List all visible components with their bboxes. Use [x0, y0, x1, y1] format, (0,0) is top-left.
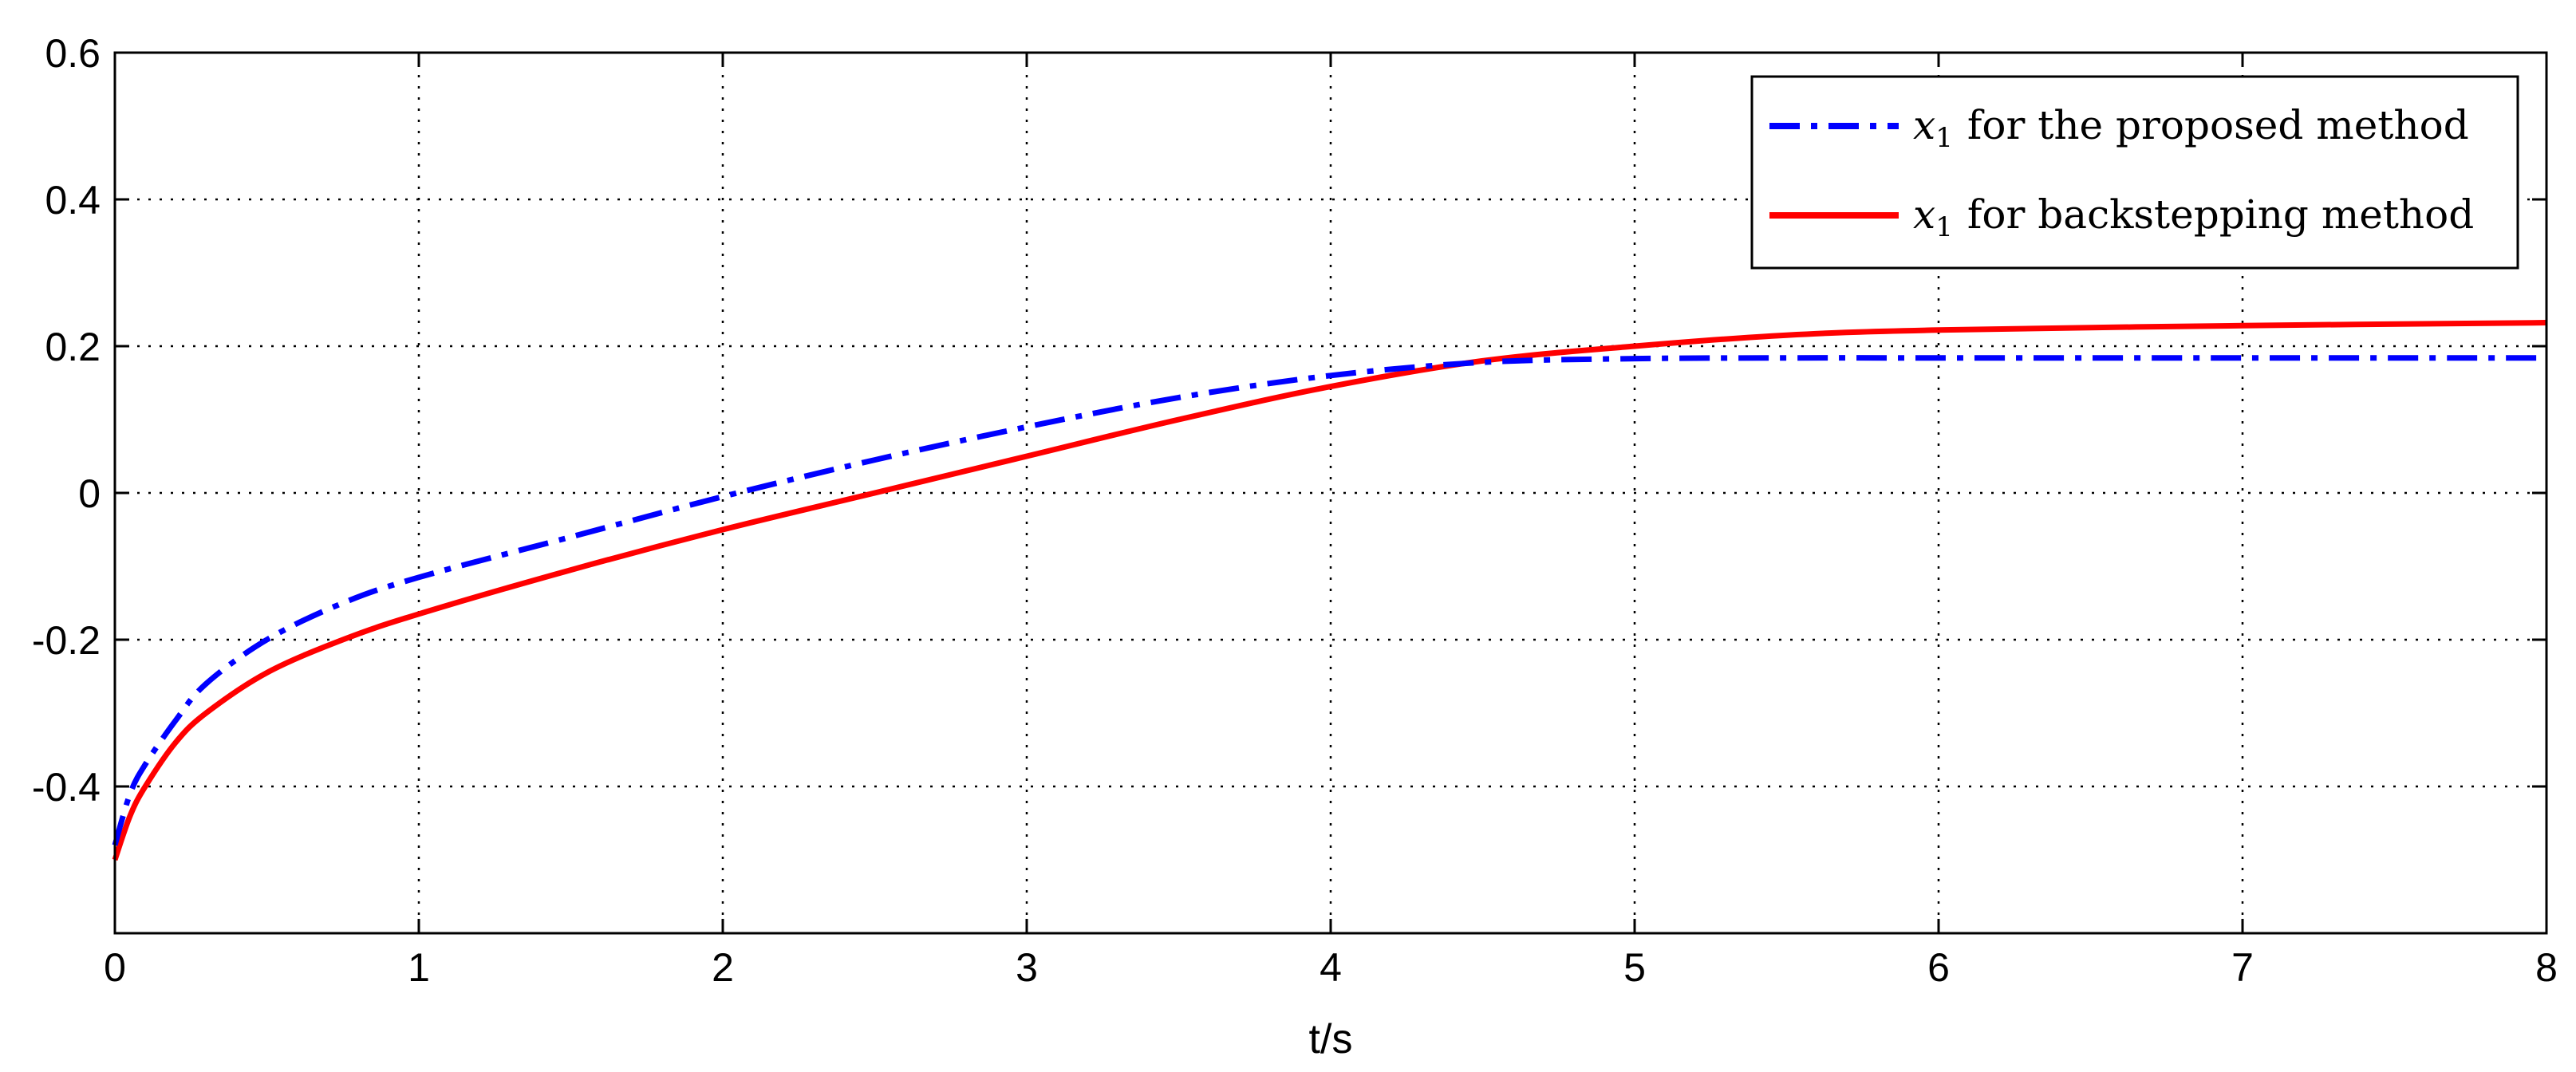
legend-var-backstepping: x: [1913, 191, 1935, 238]
y-tick-label: 0.6: [45, 31, 101, 76]
legend-rest-proposed: for the proposed method: [1967, 102, 2469, 148]
series-line-backstepping: [112, 320, 2547, 861]
legend-sub-proposed: 1: [1935, 122, 1953, 154]
x-tick-label: 5: [1623, 945, 1646, 990]
y-tick-label: -0.4: [32, 765, 101, 810]
legend-label-backstepping: x1 for backstepping method: [1913, 191, 2474, 243]
y-tick-label: -0.2: [32, 618, 101, 663]
legend-label-proposed: x1 for the proposed method: [1913, 102, 2469, 154]
x-tick-label: 4: [1320, 945, 1342, 990]
x-axis-label: t/s: [1309, 1016, 1353, 1062]
x-tick-label: 2: [712, 945, 734, 990]
series-layer: [112, 320, 2547, 861]
legend: x1 for the proposed method x1 for backstep…: [1750, 75, 2519, 270]
legend-rest-backstepping: for backstepping method: [1967, 191, 2474, 238]
x-tick-label: 7: [2231, 945, 2254, 990]
x-tick-label: 3: [1016, 945, 1038, 990]
y-tick-label: 0: [78, 471, 101, 516]
series-line-proposed: [112, 355, 2546, 846]
x-tick-label: 8: [2535, 945, 2558, 990]
y-tick-label: 0.4: [45, 178, 101, 223]
x-tick-label: 0: [104, 945, 126, 990]
x-tick-label: 1: [408, 945, 430, 990]
tick-layer: 0 1 2 3 4 5 6 7 8 0.6 0.4 0.2 0 -0.2 -0.4: [32, 31, 2558, 990]
legend-sub-backstepping: 1: [1935, 211, 1953, 243]
x-tick-label: 6: [1927, 945, 1950, 990]
y-tick-label: 0.2: [45, 325, 101, 369]
legend-box: [1750, 75, 2519, 270]
legend-var-proposed: x: [1913, 102, 1935, 148]
